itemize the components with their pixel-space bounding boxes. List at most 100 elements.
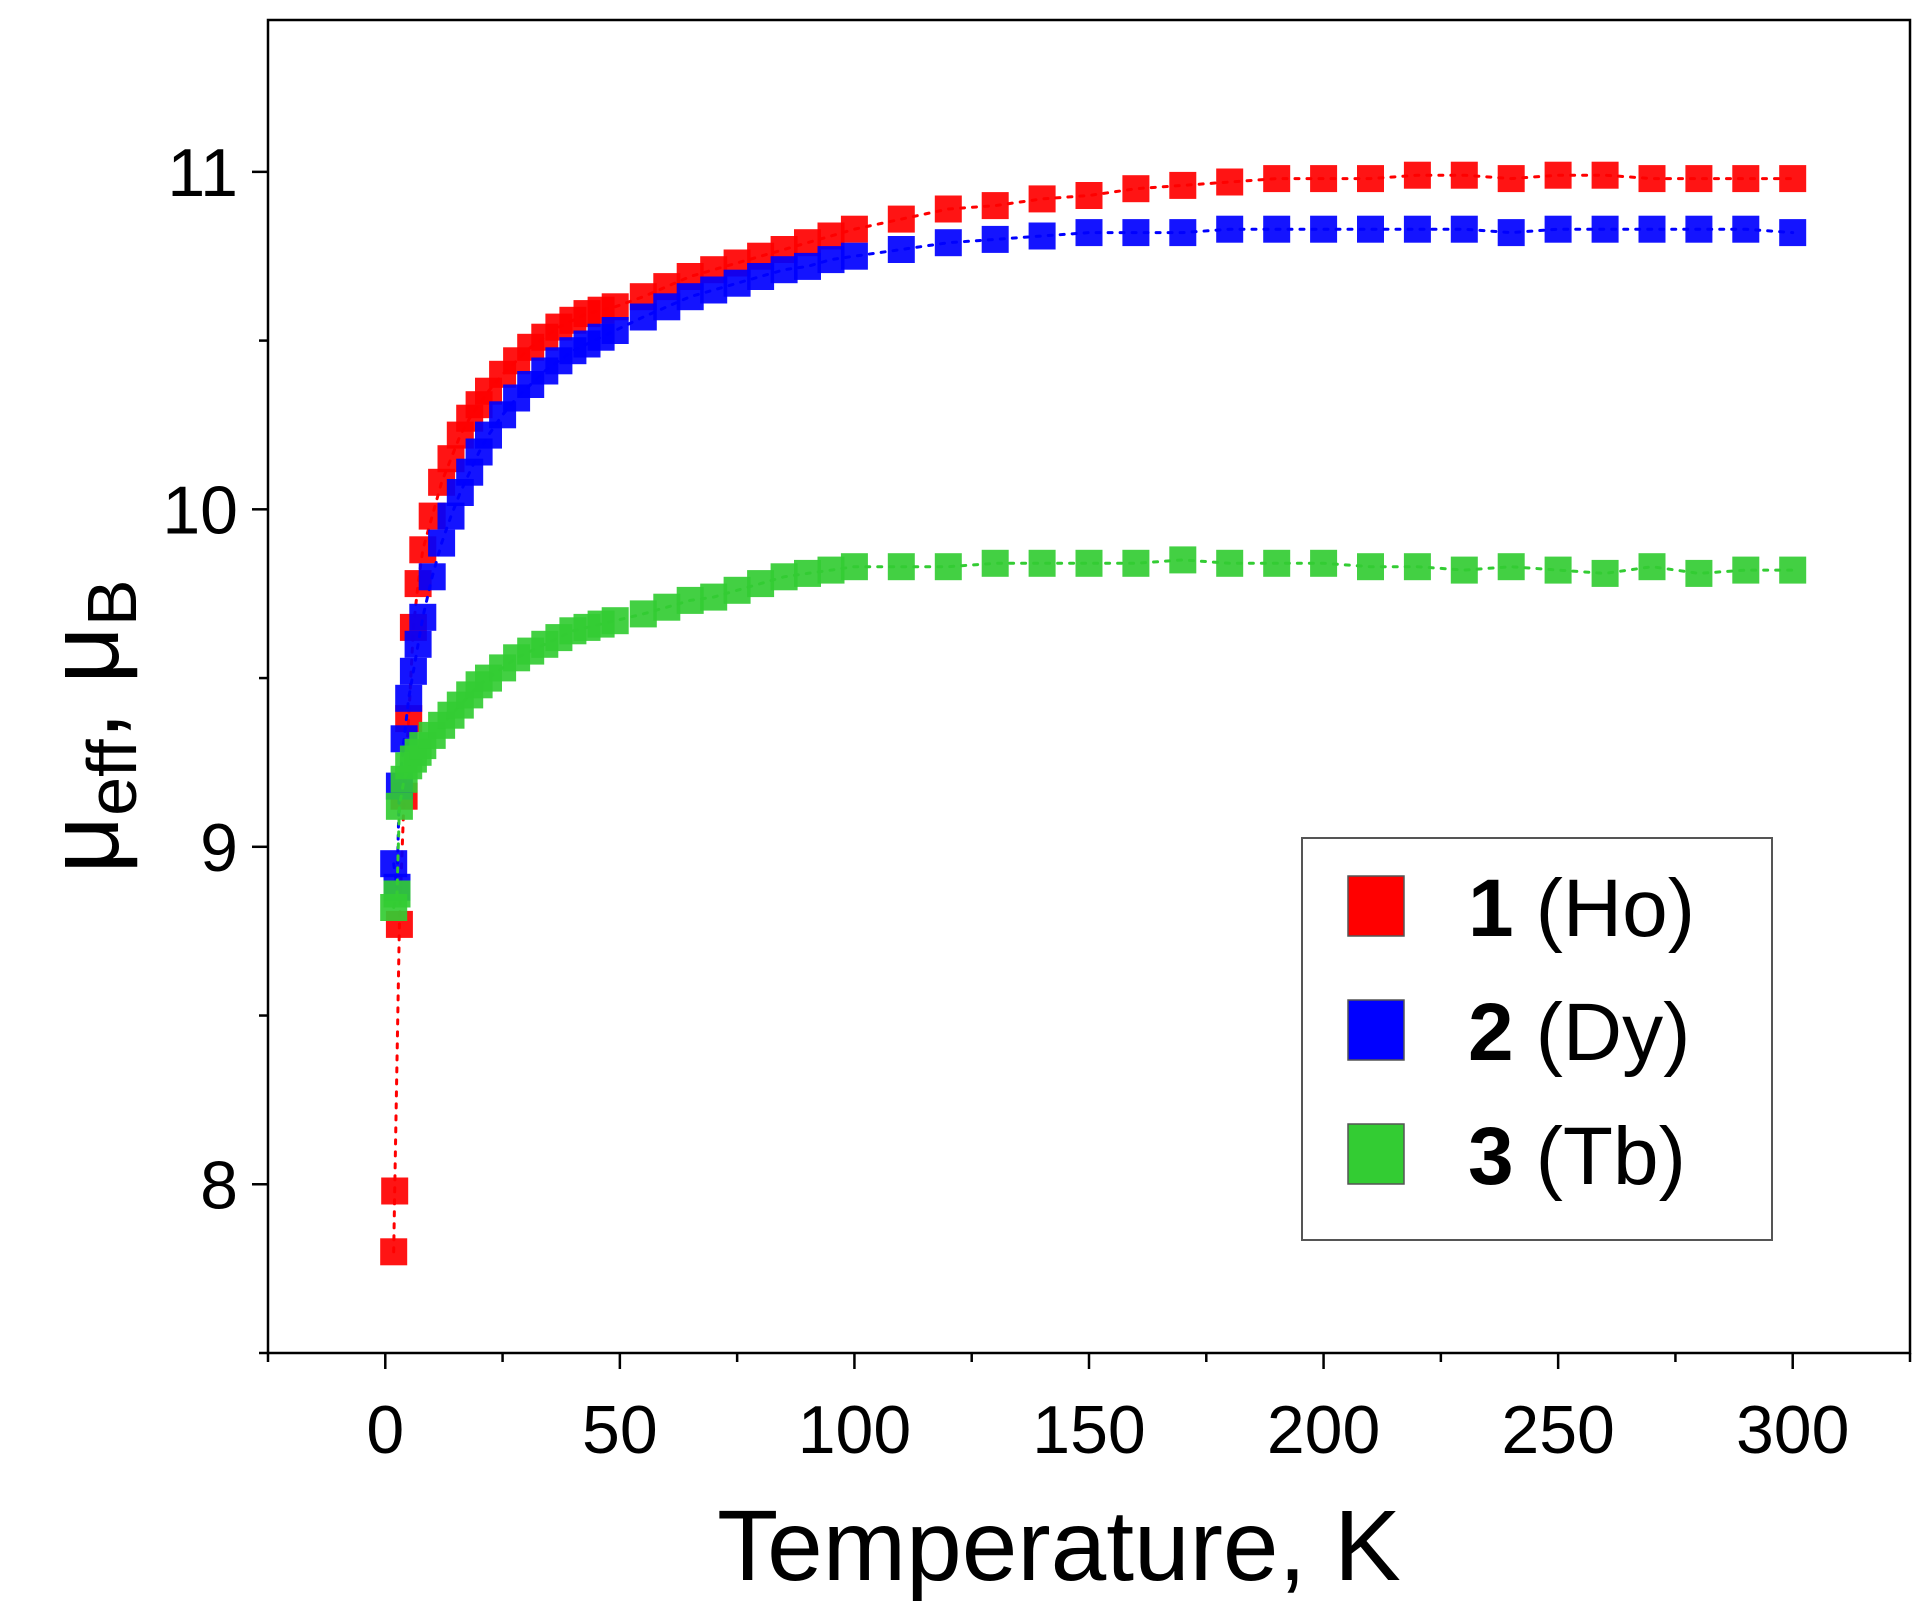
y-tick-label: 9 — [200, 810, 238, 886]
data-point — [1638, 553, 1666, 581]
data-point — [1732, 215, 1760, 243]
data-point — [1263, 215, 1291, 243]
data-point — [418, 563, 446, 591]
data-point — [747, 263, 775, 290]
data-point — [1310, 549, 1338, 577]
legend-item: 3 (Tb) — [1347, 1111, 1686, 1202]
data-point — [653, 593, 681, 621]
legend-text: (Dy) — [1536, 987, 1691, 1078]
data-point — [428, 529, 456, 557]
data-point — [1732, 165, 1760, 193]
data-point — [1497, 165, 1525, 193]
data-point — [887, 236, 915, 263]
legend-text: (Ho) — [1536, 863, 1695, 954]
data-point — [1169, 546, 1197, 574]
data-point — [1122, 175, 1150, 203]
data-point — [1310, 165, 1338, 193]
data-point — [840, 242, 868, 270]
legend-text: (Tb) — [1536, 1111, 1686, 1202]
x-tick-label: 50 — [582, 1392, 658, 1468]
data-point — [1591, 559, 1619, 587]
x-tick-label: 250 — [1501, 1392, 1614, 1468]
legend: 1 (Ho)2 (Dy)3 (Tb) — [1301, 837, 1773, 1241]
data-point — [1216, 215, 1244, 243]
data-point — [437, 502, 465, 530]
y-axis-separator: , — [28, 684, 140, 740]
data-point — [794, 559, 821, 587]
series-2 — [380, 215, 1807, 901]
data-point — [383, 880, 411, 908]
data-point — [1497, 219, 1525, 247]
x-tick-label: 300 — [1736, 1392, 1849, 1468]
data-point — [385, 792, 413, 820]
x-tick-label: 150 — [1032, 1392, 1145, 1468]
data-point — [1310, 215, 1338, 243]
data-point — [380, 1238, 408, 1266]
data-point — [1544, 161, 1572, 189]
legend-items: 1 (Ho)2 (Dy)3 (Tb) — [1347, 863, 1695, 1202]
x-tick-label: 100 — [798, 1392, 911, 1468]
data-point — [770, 256, 798, 284]
data-point — [395, 684, 423, 712]
y-tick-label: 8 — [200, 1147, 238, 1223]
data-point — [1403, 161, 1431, 189]
data-point — [1732, 556, 1760, 584]
y-tick-label: 10 — [162, 472, 238, 548]
data-point — [1450, 161, 1478, 189]
data-point — [794, 252, 821, 280]
data-point — [794, 229, 821, 257]
data-point — [981, 192, 1009, 220]
legend-number: 2 — [1468, 987, 1514, 1078]
data-point — [934, 229, 962, 257]
data-point — [887, 205, 915, 233]
data-point — [1497, 553, 1525, 581]
data-point — [817, 556, 845, 584]
data-point — [1075, 219, 1103, 247]
data-point — [1779, 219, 1807, 247]
y-tick-label: 11 — [167, 135, 238, 211]
data-point — [1169, 171, 1197, 199]
data-point — [1638, 165, 1666, 193]
data-point — [1263, 165, 1291, 193]
data-point — [1544, 556, 1572, 584]
x-tick-label: 0 — [366, 1392, 404, 1468]
legend-swatch — [1347, 875, 1405, 937]
legend-item: 1 (Ho) — [1347, 863, 1695, 954]
x-axis-title: Temperature, K — [717, 1490, 1401, 1602]
data-point — [887, 553, 915, 581]
data-point — [629, 600, 657, 628]
data-point — [723, 269, 751, 297]
legend-number: 3 — [1468, 1111, 1514, 1202]
data-point — [601, 607, 629, 635]
data-point — [629, 303, 657, 331]
data-point — [676, 283, 704, 311]
marks-layer — [380, 161, 1807, 1266]
data-point — [1263, 549, 1291, 577]
data-point — [817, 246, 845, 274]
data-point — [1450, 215, 1478, 243]
legend-item: 2 (Dy) — [1347, 987, 1690, 1078]
data-point — [399, 657, 427, 685]
series-3 — [380, 546, 1807, 921]
data-point — [409, 603, 437, 631]
data-point — [1028, 185, 1056, 213]
data-point — [1216, 549, 1244, 577]
data-point — [601, 293, 629, 321]
legend-label: 1 (Ho) — [1468, 863, 1695, 954]
data-point — [1685, 165, 1713, 193]
x-tick-label: 200 — [1267, 1392, 1380, 1468]
data-point — [676, 586, 704, 614]
data-point — [1403, 215, 1431, 243]
data-point — [653, 293, 681, 321]
y-axis-subscript: eff — [73, 739, 151, 816]
data-point — [1357, 165, 1384, 193]
legend-label: 2 (Dy) — [1468, 987, 1690, 1078]
ticks-layer: 0 50 100 150 200 250 300 8 9 10 11 — [162, 135, 1912, 1468]
data-point — [381, 1177, 409, 1205]
legend-label: 3 (Tb) — [1468, 1111, 1686, 1202]
data-point — [700, 583, 728, 611]
data-point — [1028, 222, 1056, 250]
data-point — [934, 553, 962, 581]
data-point — [817, 222, 845, 250]
